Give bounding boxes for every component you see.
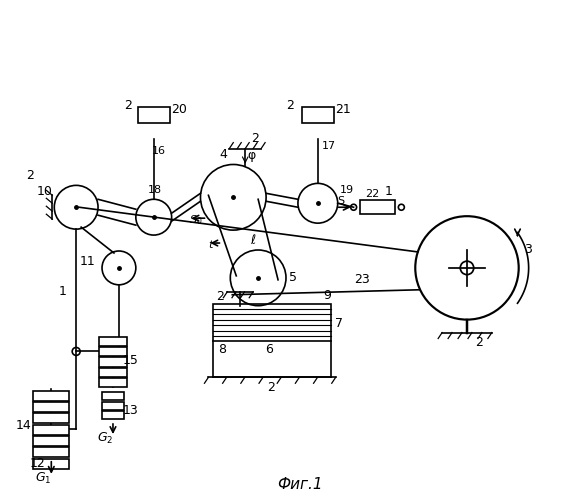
Bar [138,107,170,122]
Text: 8: 8 [218,344,226,356]
Text: 9: 9 [323,288,331,302]
Text: 1: 1 [384,186,392,198]
Text: $G_1$: $G_1$ [35,470,52,486]
Text: $t$: $t$ [208,238,215,250]
Bar [102,411,124,419]
Text: $S_0$: $S_0$ [188,213,202,227]
Bar [34,459,69,469]
Bar [34,414,69,424]
Text: 2: 2 [267,381,275,394]
Text: 2: 2 [26,170,34,182]
Bar [99,368,127,377]
Text: $G_2$: $G_2$ [97,431,114,446]
Text: 10: 10 [37,186,53,198]
Text: 23: 23 [355,273,371,286]
Text: 16: 16 [152,146,166,156]
Text: 2: 2 [475,336,483,349]
Text: 1: 1 [58,284,66,298]
Text: 13: 13 [123,404,139,417]
Bar [102,392,124,400]
Text: 4: 4 [219,148,227,160]
Text: 7: 7 [335,316,343,330]
Bar [34,390,69,400]
Bar [99,347,127,356]
Bar [302,107,333,122]
Text: 2: 2 [216,290,224,302]
Text: 22: 22 [365,190,380,200]
Bar [302,107,333,122]
Text: 11: 11 [80,255,96,268]
Text: 21: 21 [335,103,351,116]
Text: 17: 17 [322,140,336,150]
Text: 2: 2 [124,99,132,112]
Bar [214,304,331,342]
Bar [138,107,170,122]
Text: φ: φ [247,148,255,162]
Text: 2: 2 [286,99,294,112]
Bar [99,337,127,346]
Text: ℓ: ℓ [250,234,255,247]
Text: 18: 18 [148,186,162,196]
Bar [99,358,127,366]
Text: 19: 19 [340,186,354,196]
Text: S: S [337,196,345,206]
Text: 15: 15 [123,354,139,368]
Text: 3: 3 [524,243,532,256]
Bar [99,378,127,387]
Text: 6: 6 [265,344,273,356]
Text: 20: 20 [171,103,187,116]
Text: 2: 2 [251,132,259,144]
Text: 12: 12 [30,457,45,470]
Text: Фиг.1: Фиг.1 [277,476,323,492]
Bar [34,436,69,446]
Text: 5: 5 [289,271,297,284]
Bar [360,200,395,214]
Bar [34,402,69,412]
Bar [34,424,69,434]
Text: 14: 14 [15,419,31,432]
Bar [102,402,124,410]
Bar [34,448,69,458]
